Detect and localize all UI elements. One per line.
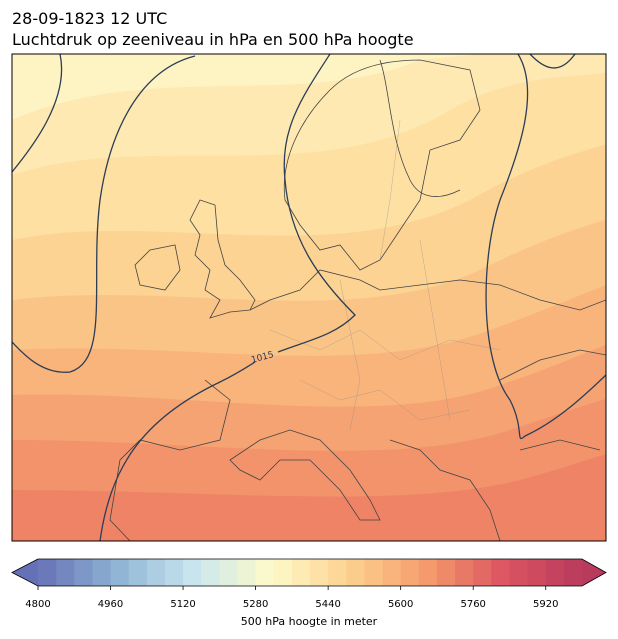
colorbar-extend-high [582,559,606,586]
colorbar-segment [563,559,583,586]
colorbar-segment [56,559,75,586]
colorbar-segment [74,559,93,586]
colorbar-segment [545,559,565,586]
borders [269,119,501,431]
colorbar-segment [201,559,220,586]
colorbar-segment [219,559,238,586]
colorbar-tick-label: 5600 [388,599,413,610]
colorbar-tick-label: 5440 [315,599,340,610]
colorbar-segment [164,559,184,586]
colorbar-segment [346,559,365,586]
colorbar-segment [455,559,474,586]
map-frame [11,53,607,542]
colorbar: 4800 4960 5120 5280 5440 5600 5760 5920 [11,558,607,610]
colorbar-segment [128,559,148,586]
colorbar-outline [11,558,607,587]
colorbar-segment [38,559,57,586]
colorbar-tick-label: 5760 [460,599,485,610]
colorbar-segment [328,559,347,586]
isobars [12,54,606,541]
colorbar-segment [291,559,311,586]
colorbar-tick-label: 5280 [243,599,268,610]
colorbar-tick-label: 5920 [533,599,558,610]
colorbar-segment [400,559,420,586]
colorbar-segment [436,559,456,586]
colorbar-segment [527,559,547,586]
colorbar-segment [473,559,492,586]
colorbar-extend-low [12,559,38,586]
subtitle: Luchtdruk op zeeniveau in hPa en 500 hPa… [12,30,414,49]
colorbar-segment [364,559,384,586]
colorbar-segment [255,559,275,586]
colorbar-segment [509,559,529,586]
map [12,54,606,541]
colorbar-tick-label: 5120 [170,599,195,610]
colorbar-segment [310,559,329,586]
colorbar-tick-label: 4800 [25,599,50,610]
colorbar-segment [92,559,112,586]
colorbar-segment [273,559,293,586]
colorbar-label: 500 hPa hoogte in meter [241,615,378,628]
title: 28-09-1823 12 UTC [12,9,167,28]
colorbar-segment [418,559,438,586]
colorbar-segment [110,559,130,586]
colorbar-segment [146,559,166,586]
colorbar-segment [491,559,510,586]
colorbar-segment [237,559,257,586]
colorbar-segment [382,559,402,586]
coastlines [109,59,606,541]
colorbar-tick-label: 4960 [98,599,123,610]
colorbar-segment [183,559,202,586]
